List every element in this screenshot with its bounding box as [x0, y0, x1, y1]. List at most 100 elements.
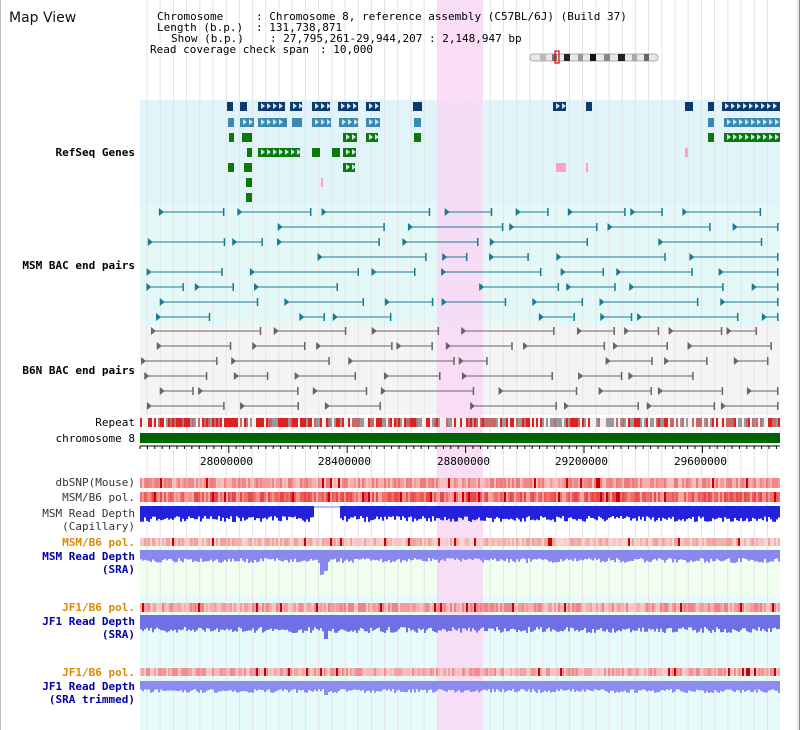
msm-pol-mark: [268, 492, 270, 502]
jf1-trim-depth: [192, 681, 194, 690]
jf1-trim-depth: [598, 681, 600, 691]
jf1-pol2-mark: [250, 668, 252, 676]
jf1-sra-depth: [164, 615, 166, 631]
jf1-trim-depth: [436, 681, 438, 691]
msm-pol2-mark: [408, 538, 410, 546]
jf1-pol2-mark: [216, 668, 218, 676]
msm-sra-depth: [446, 550, 448, 559]
msm-pol-mark: [370, 492, 372, 502]
jf1-trim-depth: [728, 681, 730, 690]
dbsnp-mark: [160, 478, 162, 488]
jf1-sra-depth: [698, 615, 700, 632]
jf1-pol2-mark: [346, 668, 348, 676]
msm-cap-depth: [266, 506, 268, 520]
jf1-pol2-mark: [542, 668, 544, 676]
msm-cap-depth: [244, 506, 246, 521]
msm-sra-depth: [238, 550, 240, 562]
dbsnp-mark: [610, 478, 612, 488]
msm-sra-depth: [576, 550, 578, 562]
repeat-mark: [644, 418, 646, 427]
b6n-bac-pair-end-icon: [273, 327, 279, 335]
jf1-sra-depth: [362, 615, 364, 629]
msm-pol-mark: [592, 492, 594, 502]
msm-sra-depth: [444, 550, 446, 562]
repeat-mark: [638, 418, 640, 427]
msm-cap-depth: [620, 506, 622, 517]
jf1-pol2-mark: [532, 668, 534, 676]
msm-pol-mark: [684, 492, 686, 502]
msm-sra-depth: [588, 550, 590, 559]
msm-pol-mark: [648, 492, 650, 502]
msm-pol-mark: [240, 492, 242, 502]
dbsnp-mark: [620, 478, 622, 488]
jf1-pol-mark: [634, 603, 636, 612]
dbsnp-mark: [150, 478, 152, 488]
dbsnp-mark: [712, 478, 714, 488]
jf1-sra-depth: [700, 615, 702, 629]
msm-pol2-mark: [208, 538, 210, 546]
jf1-trim-depth: [320, 681, 322, 692]
right-scroll-edge[interactable]: [797, 0, 799, 730]
repeat-mark: [422, 418, 424, 427]
dbsnp-mark: [612, 478, 614, 488]
jf1-pol-mark: [268, 603, 270, 612]
jf1-trim-depth: [642, 681, 644, 690]
jf1-sra-depth: [578, 615, 580, 632]
msm-cap-depth: [740, 506, 742, 519]
jf1-trim-depth: [270, 681, 272, 693]
msm-pol-mark: [454, 492, 456, 502]
jf1-pol-mark: [492, 603, 494, 612]
jf1-trim-depth: [670, 681, 672, 690]
repeat-mark: [614, 418, 616, 427]
dbsnp-mark: [640, 478, 642, 488]
jf1-pol2-mark: [684, 668, 686, 676]
repeat-mark: [578, 418, 580, 427]
repeat-mark: [558, 418, 560, 427]
msm-sra-depth: [544, 550, 546, 560]
dbsnp-mark: [172, 478, 174, 488]
repeat-mark: [526, 418, 528, 427]
jf1-pol-mark: [346, 603, 348, 612]
msm-pol2-mark: [694, 538, 696, 546]
msm-sra-depth: [328, 550, 330, 562]
jf1-sra-depth: [694, 615, 696, 630]
dbsnp-mark: [360, 478, 362, 488]
dbsnp-mark: [168, 478, 170, 488]
msm-pol2-mark: [358, 538, 360, 546]
jf1-pol2-mark: [362, 668, 364, 676]
repeat-mark: [772, 418, 774, 427]
jf1-sra-depth: [612, 615, 614, 629]
msm-pol2-mark: [676, 538, 678, 546]
msm-pol2-mark: [262, 538, 264, 546]
jf1-pol2-mark: [248, 668, 250, 676]
msm-pol-mark: [466, 492, 468, 502]
msm-sra-depth: [682, 550, 684, 560]
jf1-sra-depth: [662, 615, 664, 632]
jf1-trim-depth: [594, 681, 596, 690]
jf1-pol-mark: [614, 603, 616, 612]
msm-pol-mark: [186, 492, 188, 502]
msm-cap-depth: [292, 506, 294, 518]
msm-bac-pair-end: [596, 223, 598, 231]
jf1-sra-depth: [588, 615, 590, 633]
msm-cap-depth: [308, 506, 310, 522]
jf1-pol-mark: [184, 603, 186, 612]
b6n-bac-pair-end-icon: [240, 402, 246, 410]
msm-cap-depth: [622, 506, 624, 519]
msm-sra-depth: [326, 550, 328, 571]
msm-sra-depth: [478, 550, 480, 559]
msm-pol2-mark: [736, 538, 738, 546]
msm-cap-depth: [668, 506, 670, 518]
msm-cap-depth: [628, 506, 630, 518]
repeat-mark: [418, 418, 420, 427]
dbsnp-mark: [326, 478, 328, 488]
msm-sra-depth: [732, 550, 734, 563]
jf1-trim-depth: [664, 681, 666, 691]
jf1-pol-mark: [514, 603, 516, 612]
jf1-pol2-mark: [480, 668, 482, 676]
chromosome-ideogram-icon[interactable]: [528, 50, 662, 64]
jf1-sra-depth: [456, 615, 458, 631]
msm-cap-depth: [526, 506, 528, 518]
msm-pol-mark: [388, 492, 390, 502]
